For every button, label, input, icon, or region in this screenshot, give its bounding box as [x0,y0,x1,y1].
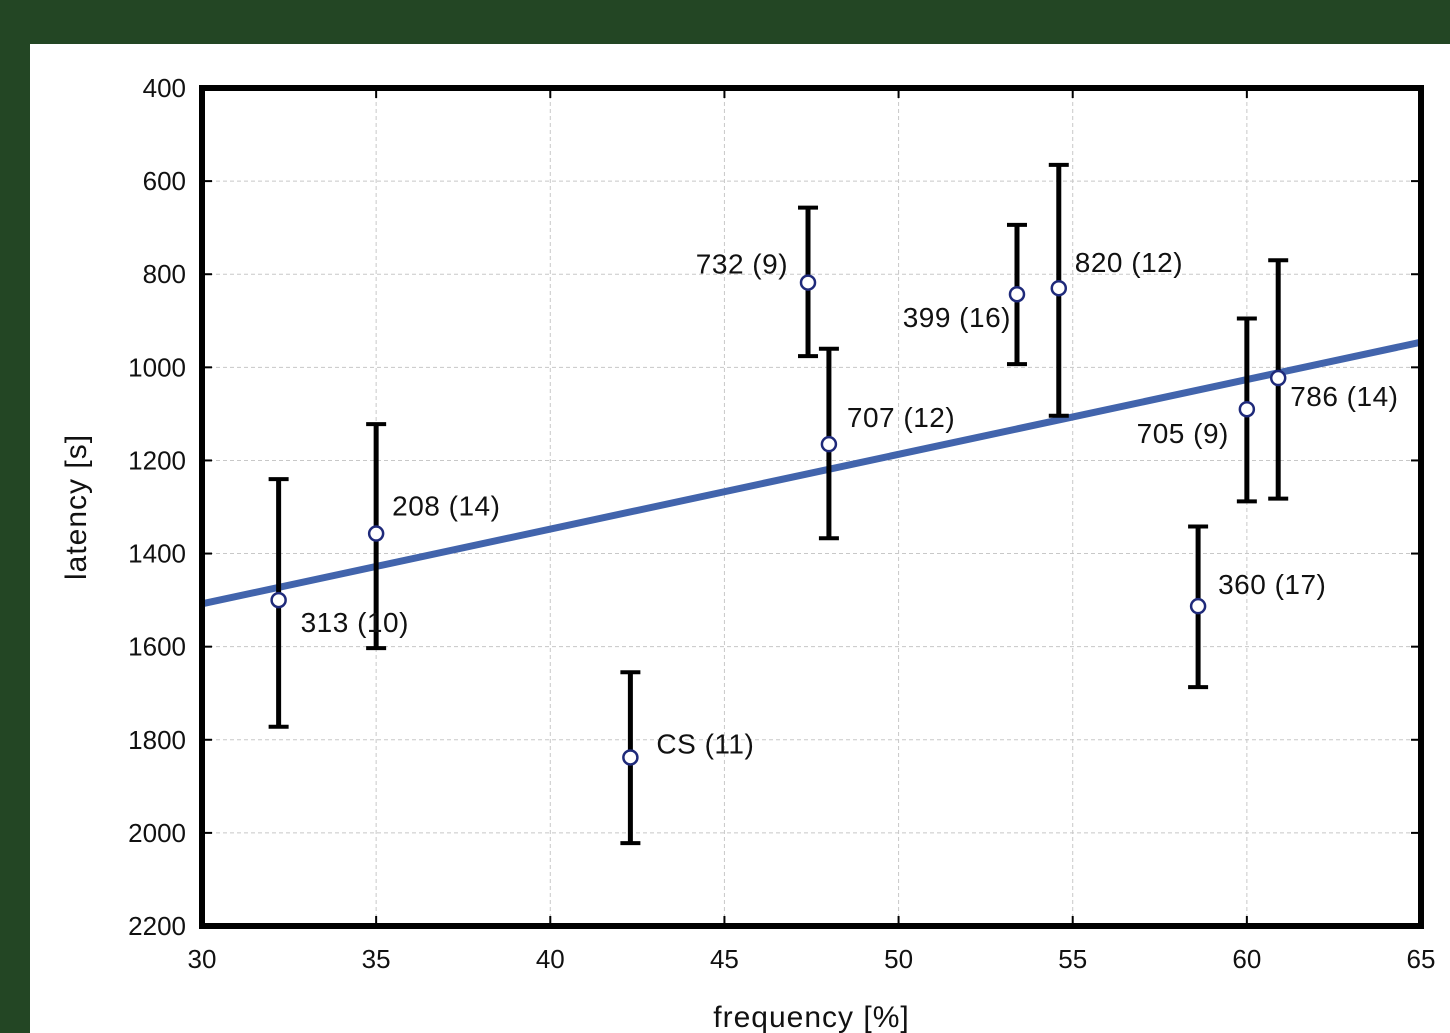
point-label: 208 (14) [392,491,500,522]
trend-line-group [201,338,1422,608]
data-point [799,274,817,291]
data-point [622,749,639,766]
point-label: 360 (17) [1218,569,1326,600]
y-tick-label: 600 [143,166,186,196]
point-label: 313 (10) [301,607,409,638]
scatter-chart: 313 (10) 208 (14) CS (11) 732 (9) 707 (12) 39… [60,73,1436,1033]
data-points [270,274,1287,766]
data-point [1050,279,1068,297]
x-axis-ticks: 30 35 40 45 50 55 60 65 [188,88,1436,974]
x-tick-label: 60 [1232,944,1261,974]
point-label: 732 (9) [696,249,788,280]
data-point [1189,597,1207,615]
y-tick-label: 1400 [128,539,186,569]
x-tick-label: 35 [362,944,391,974]
y-axis-ticks: 400 600 800 1000 1200 1400 1600 1800 2000 2200 [128,73,1421,941]
point-labels: 313 (10) 208 (14) CS (11) 732 (9) 707 (12) 39… [301,247,1398,759]
y-tick-label: 1000 [128,352,186,382]
x-tick-label: 65 [1407,944,1436,974]
y-tick-label: 1600 [128,632,186,662]
x-tick-label: 40 [536,944,565,974]
x-tick-label: 45 [710,944,739,974]
data-point [1238,400,1256,418]
y-tick-label: 800 [143,259,186,289]
y-tick-label: 2000 [128,818,186,848]
data-point [270,591,287,609]
chart-panel: 313 (10) 208 (14) CS (11) 732 (9) 707 (12) 39… [30,44,1450,1033]
data-point [1008,285,1026,303]
point-label: 705 (9) [1137,418,1229,449]
y-tick-label: 2200 [128,911,186,941]
y-tick-label: 1800 [128,725,186,755]
point-label: 707 (12) [847,402,955,433]
point-label: 820 (12) [1075,247,1183,278]
x-axis-title: frequency [%] [713,1001,909,1033]
x-tick-label: 50 [884,944,913,974]
data-point [367,525,385,542]
x-tick-label: 30 [188,944,217,974]
x-tick-label: 55 [1058,944,1087,974]
y-axis-title: latency [s] [60,434,93,580]
data-point [1269,369,1287,387]
data-point [820,435,838,453]
plot-frame [199,85,1424,929]
y-tick-label: 1200 [128,445,186,475]
point-label: CS (11) [656,728,754,759]
trend-line [201,338,1422,608]
point-label: 399 (16) [903,302,1011,333]
y-tick-label: 400 [143,73,186,103]
point-label: 786 (14) [1290,381,1398,412]
grid [202,88,1421,926]
